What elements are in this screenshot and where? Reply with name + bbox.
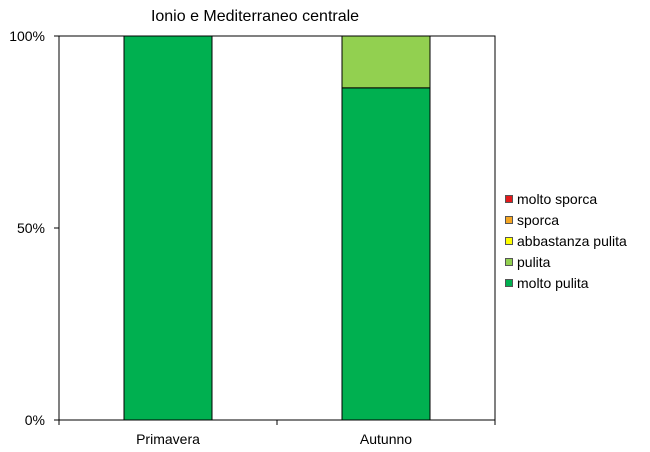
- legend-label: molto sporca: [517, 190, 598, 207]
- x-tick-label: Primavera: [136, 431, 200, 447]
- y-tick-label: 0%: [25, 412, 45, 428]
- legend-swatch: [505, 278, 513, 287]
- legend-swatch: [505, 194, 513, 203]
- legend-item: molto pulita: [505, 272, 627, 293]
- y-tick-label: 50%: [17, 220, 45, 236]
- bar-segment-molto-pulita: [341, 87, 431, 421]
- legend-swatch: [505, 236, 513, 245]
- bar-segment-pulita: [341, 35, 431, 89]
- legend-label: abbastanza pulita: [517, 232, 627, 249]
- legend-label: sporca: [517, 211, 560, 228]
- legend-item: sporca: [505, 209, 627, 230]
- bar-segment-molto-pulita: [123, 35, 213, 421]
- legend-item: abbastanza pulita: [505, 230, 627, 251]
- legend-label: pulita: [517, 253, 551, 270]
- legend-label: molto pulita: [517, 274, 589, 291]
- legend-swatch: [505, 257, 513, 266]
- legend-item: molto sporca: [505, 188, 627, 209]
- chart-title: Ionio e Mediterraneo centrale: [150, 8, 360, 25]
- legend-item: pulita: [505, 251, 627, 272]
- y-tick-label: 100%: [9, 28, 45, 44]
- chart-legend: molto sporca sporca abbastanza pulita pulit…: [505, 188, 627, 293]
- legend-swatch: [505, 215, 513, 224]
- x-tick-label: Autunno: [360, 431, 412, 447]
